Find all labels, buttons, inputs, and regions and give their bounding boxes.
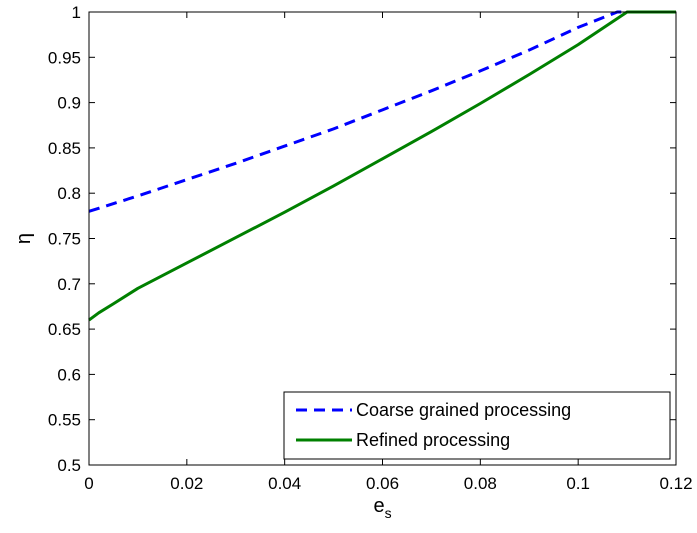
y-tick-label: 0.75 [48, 230, 81, 249]
series-layer [88, 10, 676, 322]
x-tick-label: 0.02 [170, 474, 203, 493]
y-tick-label: 0.7 [57, 275, 81, 294]
x-axis: 0 0.02 0.04 0.06 0.08 0.1 0.12 [84, 12, 693, 493]
x-tick-label: 0.04 [268, 474, 301, 493]
y-tick-label: 0.55 [48, 411, 81, 430]
y-tick-label: 0.85 [48, 139, 81, 158]
x-tick-label: 0 [84, 474, 93, 493]
x-tick-label: 0.1 [566, 474, 590, 493]
legend-label-coarse: Coarse grained processing [356, 400, 571, 420]
x-tick-label: 0.12 [659, 474, 692, 493]
x-axis-label-main: e [373, 495, 384, 517]
y-tick-label: 1 [72, 3, 81, 22]
y-tick-label: 0.65 [48, 320, 81, 339]
y-tick-label: 0.6 [57, 365, 81, 384]
y-axis: 0.5 0.55 0.6 0.65 0.7 0.75 0.8 0.85 0.9 0.95 1 [48, 3, 676, 475]
y-tick-label: 0.8 [57, 184, 81, 203]
x-tick-label: 0.06 [366, 474, 399, 493]
x-axis-label: es [373, 495, 391, 521]
legend: Coarse grained processing Refined proces… [283, 391, 671, 460]
y-axis-label: η [13, 233, 35, 244]
y-tick-label: 0.5 [57, 456, 81, 475]
series-line-refined [88, 10, 676, 322]
x-tick-label: 0.08 [464, 474, 497, 493]
y-tick-label: 0.9 [57, 94, 81, 113]
series-line-coarse [88, 10, 676, 213]
y-tick-label: 0.95 [48, 48, 81, 67]
legend-label-refined: Refined processing [356, 430, 510, 450]
x-axis-label-subscript: s [385, 505, 392, 521]
legend-box [283, 391, 671, 460]
